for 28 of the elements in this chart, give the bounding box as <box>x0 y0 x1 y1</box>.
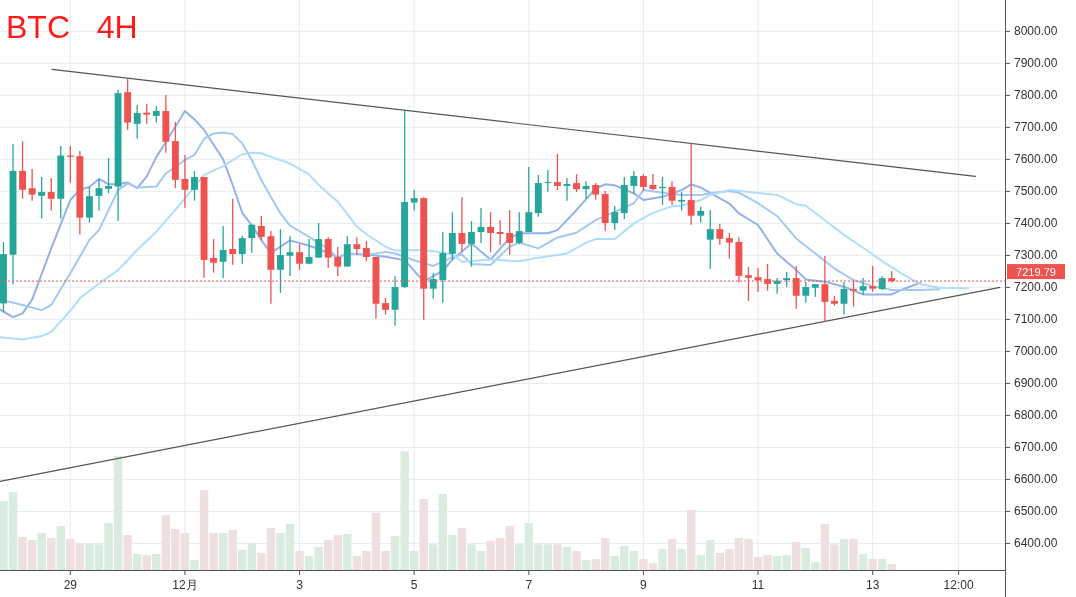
y-tick-label: 6600.00 <box>1014 472 1058 487</box>
y-tick-label: 6800.00 <box>1014 408 1058 423</box>
x-tick-label: 11 <box>751 578 765 592</box>
x-tick-label: 13 <box>865 578 880 592</box>
y-tick-label: 6400.00 <box>1014 536 1058 551</box>
y-tick-label: 6700.00 <box>1014 440 1058 455</box>
chart-title: BTC 4H <box>6 9 138 45</box>
y-tick-label: 7400.00 <box>1014 216 1058 231</box>
y-tick-label: 7200.00 <box>1014 280 1058 295</box>
y-tick-label: 7300.00 <box>1014 248 1058 263</box>
y-tick-label: 7100.00 <box>1014 312 1058 327</box>
x-tick-label: 9 <box>640 578 648 592</box>
y-tick-label: 7700.00 <box>1014 120 1058 135</box>
x-tick-label: 12:00 <box>943 578 974 592</box>
y-tick-label: 6500.00 <box>1014 504 1058 519</box>
y-tick-label: 7800.00 <box>1014 88 1058 103</box>
x-tick-label: 5 <box>410 578 418 592</box>
x-tick-label: 7 <box>525 578 533 592</box>
x-tick-label: 3 <box>296 578 304 592</box>
ref-line-label: 7219.79 <box>1016 265 1056 278</box>
y-tick-label: 7600.00 <box>1014 152 1058 167</box>
x-tick-label: 29 <box>63 578 78 592</box>
y-tick-label: 7900.00 <box>1014 56 1058 71</box>
y-tick-label: 6900.00 <box>1014 376 1058 391</box>
y-tick-label: 7000.00 <box>1014 344 1058 359</box>
x-tick-label: 12月 <box>172 578 198 592</box>
y-tick-label: 7500.00 <box>1014 184 1058 199</box>
y-tick-label: 8000.00 <box>1014 24 1058 39</box>
